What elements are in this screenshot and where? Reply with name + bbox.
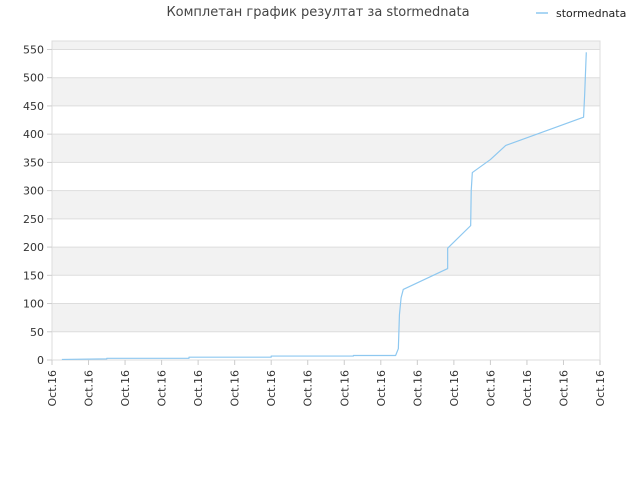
plot-band — [52, 331, 600, 360]
chart-title: Комплетан график резултат за stormednata — [166, 5, 469, 20]
x-tick-label: Oct.16 — [448, 370, 461, 407]
plot-band — [52, 275, 600, 304]
y-axis: 0 50 100 150 200 250 300 350 400 450 500 550 — [23, 43, 52, 367]
y-tick-label: 300 — [23, 185, 44, 198]
y-tick-label: 400 — [23, 128, 44, 141]
plot-band — [52, 190, 600, 219]
x-tick-label: Oct.16 — [192, 370, 205, 407]
x-tick-label: Oct.16 — [156, 370, 169, 407]
plot-band — [52, 105, 600, 135]
y-tick-label: 0 — [37, 354, 44, 367]
x-tick-label: Oct.16 — [521, 370, 534, 407]
x-tick-label: Oct.16 — [46, 370, 59, 407]
gridlines — [52, 48, 600, 361]
plot-band — [52, 218, 600, 248]
x-axis: Oct.16 Oct.16 Oct.16 Oct.16 Oct.16 Oct.16 Oct.… — [46, 360, 607, 407]
x-tick-label: Oct.16 — [265, 370, 278, 407]
x-tick-label: Oct.16 — [594, 370, 607, 407]
plot-band — [52, 247, 600, 276]
x-tick-label: Oct.16 — [119, 370, 132, 407]
plot-band — [52, 162, 600, 191]
series-layer — [61, 52, 587, 361]
y-tick-label: 350 — [23, 156, 44, 169]
y-tick-label: 250 — [23, 213, 44, 226]
plot-bands — [52, 41, 600, 360]
y-tick-label: 100 — [23, 298, 44, 311]
plot-band — [52, 49, 600, 78]
x-tick-label: Oct.16 — [83, 370, 96, 407]
legend: stormednata — [536, 7, 626, 20]
y-tick-label: 50 — [30, 326, 44, 339]
y-tick-label: 500 — [23, 72, 44, 85]
x-tick-label: Oct.16 — [375, 370, 388, 407]
y-tick-label: 450 — [23, 100, 44, 113]
x-tick-label: Oct.16 — [338, 370, 351, 407]
y-tick-label: 200 — [23, 241, 44, 254]
plot-band — [52, 77, 600, 106]
y-tick-label: 150 — [23, 269, 44, 282]
plot-band — [52, 303, 600, 332]
x-tick-label: Oct.16 — [302, 370, 315, 407]
plot-band — [52, 41, 600, 50]
plot-band — [52, 134, 600, 163]
series-line — [61, 52, 587, 361]
x-tick-label: Oct.16 — [557, 370, 570, 407]
y-tick-label: 550 — [23, 43, 44, 56]
plot-frame — [51, 40, 601, 361]
x-tick-label: Oct.16 — [229, 370, 242, 407]
x-tick-label: Oct.16 — [484, 370, 497, 407]
x-tick-label: Oct.16 — [411, 370, 424, 407]
legend-label: stormednata — [556, 7, 626, 20]
